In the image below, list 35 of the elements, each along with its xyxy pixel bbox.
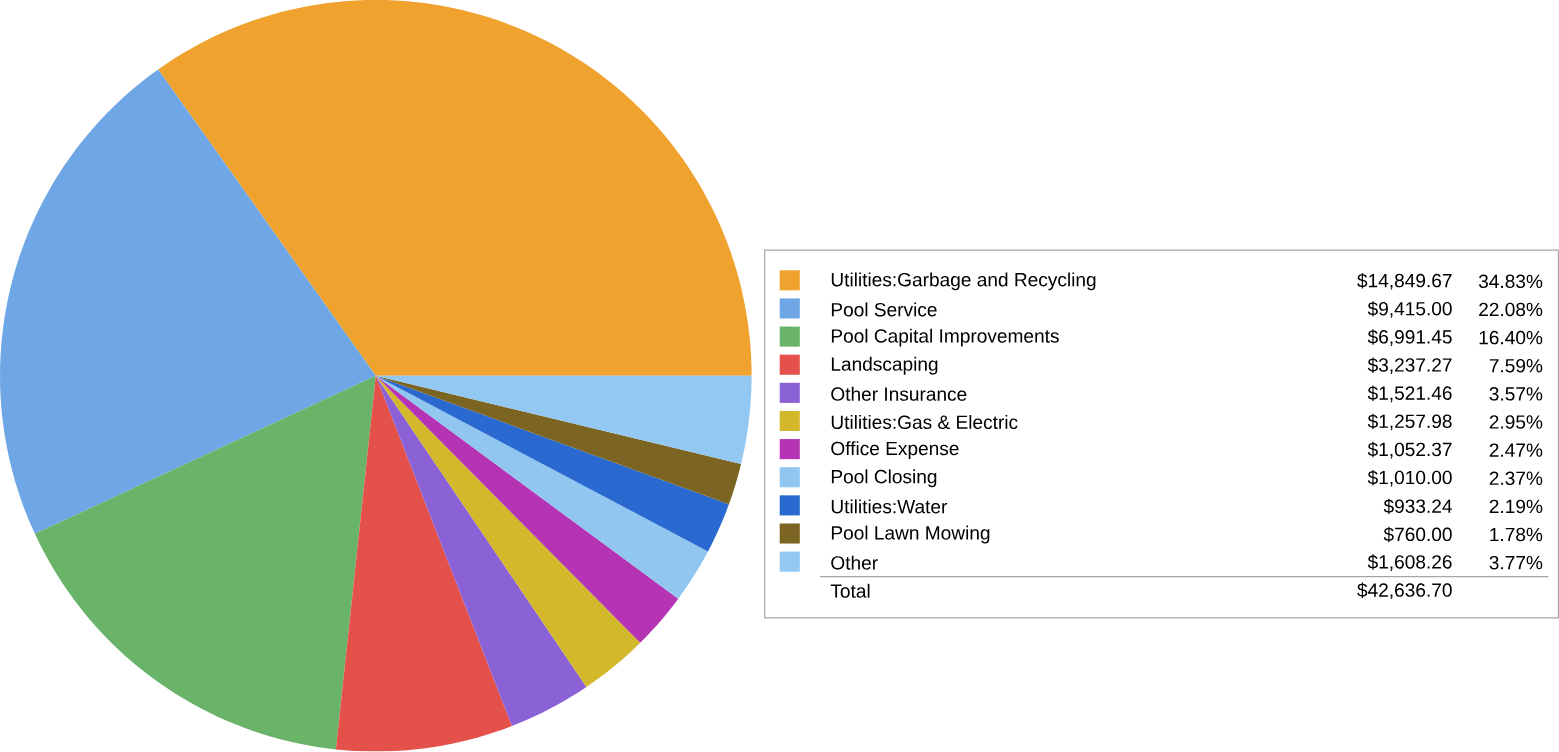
legend-label: Landscaping [831,357,938,375]
text: 22.08% [1479,302,1543,317]
data-label: $1,010.00 [1367,470,1452,487]
text: 2.19% [1489,499,1543,514]
legend-label: Utilities:Water [831,499,948,514]
legend-label: Utilities:Gas & Electric [831,415,1018,430]
legend-label: Office Expense [831,441,959,460]
legend-label: Pool Closing [831,469,937,488]
data-label: $1,521.46 [1367,385,1452,403]
text: 7.59% [1489,359,1543,373]
data-label: $933.24 [1383,498,1452,515]
text: 3.77% [1489,556,1543,570]
text: Total [830,584,870,599]
legend-label: Other [831,555,878,570]
data-label: $1,052.37 [1367,442,1452,459]
text: 34.83% [1478,274,1543,289]
legend-label: Pool Capital Improvements [831,328,1059,347]
legend-label: Utilities:Garbage and Recycling [831,272,1096,291]
legend-label: Pool Lawn Mowing [831,525,990,544]
text: 3.57% [1489,387,1543,401]
legend-label: Pool Service [831,302,937,317]
data-label: $14,849.67 [1357,273,1452,290]
data-label: $6,991.45 [1367,329,1452,347]
text: 16.40% [1479,331,1543,345]
data-label: $760.00 [1383,527,1452,543]
text: 2.95% [1489,415,1543,429]
text: 1.78% [1490,528,1543,542]
data-label: $1,608.26 [1367,554,1452,572]
text: 2.37% [1489,471,1543,486]
text: 2.47% [1489,443,1543,458]
legend-label: Other Insurance [831,387,967,402]
data-label: $9,415.00 [1367,301,1452,318]
data-label: $3,237.27 [1367,357,1452,375]
text: $42,636.70 [1357,582,1452,600]
data-label: $1,257.98 [1367,413,1452,431]
